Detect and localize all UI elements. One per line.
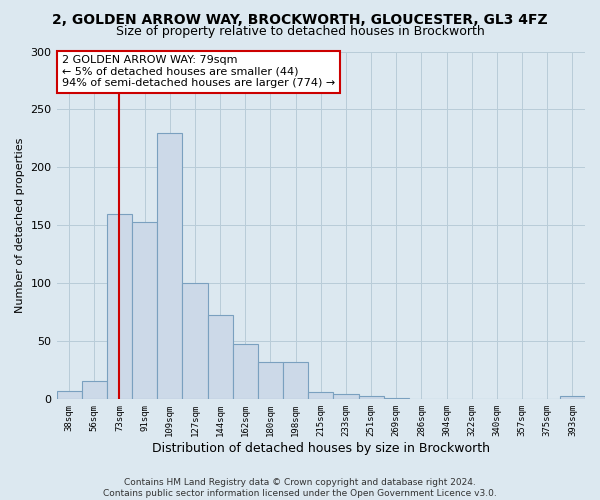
Bar (56, 391, 82, 400)
Bar (334, 394, 359, 400)
Bar (132, 222, 157, 400)
Text: 2, GOLDEN ARROW WAY, BROCKWORTH, GLOUCESTER, GL3 4FZ: 2, GOLDEN ARROW WAY, BROCKWORTH, GLOUCES… (52, 12, 548, 26)
X-axis label: Distribution of detached houses by size in Brockworth: Distribution of detached houses by size … (152, 442, 490, 455)
Bar (308, 392, 334, 400)
Bar (208, 314, 233, 400)
Bar (359, 396, 383, 400)
Y-axis label: Number of detached properties: Number of detached properties (15, 138, 25, 313)
Bar (82, 381, 107, 400)
Text: Contains HM Land Registry data © Crown copyright and database right 2024.
Contai: Contains HM Land Registry data © Crown c… (103, 478, 497, 498)
Bar (157, 132, 182, 400)
Bar (560, 396, 585, 400)
Text: 2 GOLDEN ARROW WAY: 79sqm
← 5% of detached houses are smaller (44)
94% of semi-d: 2 GOLDEN ARROW WAY: 79sqm ← 5% of detach… (62, 55, 335, 88)
Bar (258, 362, 283, 400)
Bar (182, 284, 208, 400)
Bar (107, 214, 132, 400)
Bar (383, 398, 409, 400)
Bar (233, 344, 258, 400)
Bar (283, 362, 308, 400)
Text: Size of property relative to detached houses in Brockworth: Size of property relative to detached ho… (116, 25, 484, 38)
